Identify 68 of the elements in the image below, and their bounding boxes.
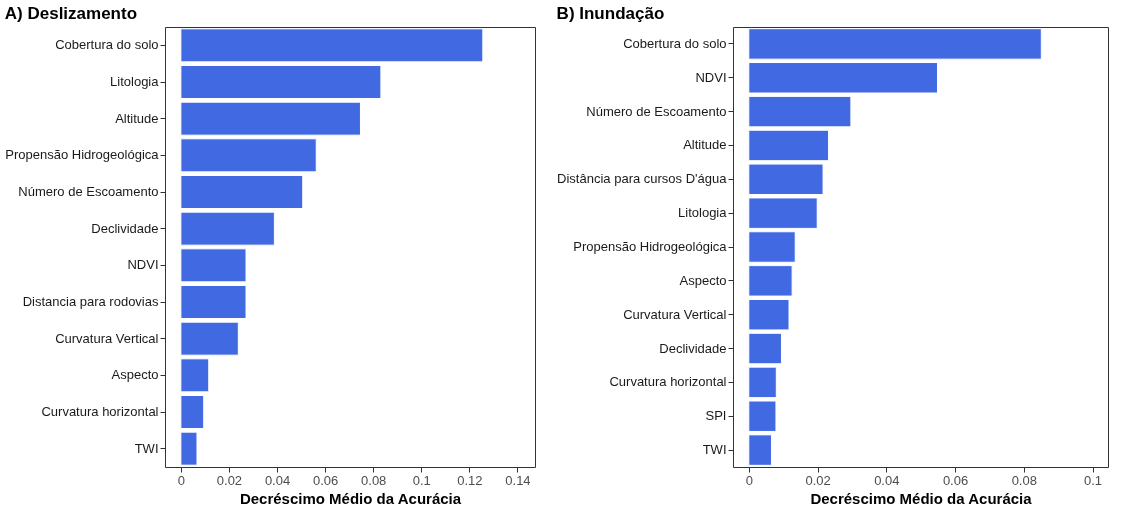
bar — [748, 231, 796, 263]
x-tick-label: 0.06 — [942, 472, 969, 488]
bar — [180, 65, 382, 99]
x-tick-label: 0.02 — [216, 472, 243, 488]
bar — [748, 298, 790, 331]
bar — [748, 28, 1042, 60]
y-tick-label: Cobertura do solo — [623, 35, 727, 51]
x-tick-label: 0.04 — [874, 472, 900, 488]
bar — [180, 395, 205, 429]
x-tick-label: 0 — [745, 472, 753, 488]
y-tick-label: Aspecto — [111, 367, 159, 383]
bar — [180, 175, 304, 209]
bar — [180, 211, 275, 246]
bar — [180, 431, 198, 466]
x-tick-label: 0.1 — [412, 472, 431, 488]
y-tick-label: Distância para cursos D'água — [557, 171, 728, 187]
y-tick-label: Curvatura Vertical — [55, 330, 159, 346]
bar — [180, 358, 210, 393]
x-axis-title: Decréscimo Médio da Acurácia — [810, 489, 1033, 507]
x-tick-label: 0.08 — [361, 472, 387, 488]
bar — [180, 248, 247, 283]
y-tick-label: Curvatura Vertical — [623, 306, 727, 322]
x-tick-label: 0.1 — [1083, 472, 1103, 488]
bar — [748, 197, 818, 229]
y-tick-label: Propensão Hidrogeológica — [573, 239, 728, 254]
bar — [748, 62, 939, 94]
bar — [748, 129, 830, 162]
y-tick-label: NDVI — [695, 69, 727, 85]
y-tick-label: TWI — [134, 440, 159, 456]
bar — [180, 321, 239, 356]
y-tick-label: NDVI — [127, 257, 159, 273]
chart-title: A) Deslizamento — [4, 4, 138, 23]
bar — [748, 265, 793, 297]
bar — [180, 101, 361, 136]
bar — [748, 434, 772, 466]
x-axis-title: Decréscimo Médio da Acurácia — [239, 489, 462, 507]
y-tick-label: Número de Escoamento — [586, 103, 727, 119]
y-tick-label: Aspecto — [679, 272, 727, 288]
y-tick-label: TWI — [702, 442, 727, 458]
y-tick-label: Declividade — [91, 220, 159, 236]
x-tick-label: 0 — [177, 472, 185, 488]
bar — [748, 95, 852, 128]
x-tick-label: 0.04 — [264, 472, 291, 488]
y-tick-label: Distancia para rodovias — [22, 294, 159, 309]
x-tick-label: 0.08 — [1011, 472, 1037, 488]
y-tick-label: Número de Escoamento — [18, 184, 159, 199]
y-tick-label: Declividade — [659, 340, 727, 356]
bar — [748, 163, 824, 196]
y-tick-label: Altitude — [683, 137, 727, 153]
bar — [180, 28, 484, 63]
y-tick-label: Propensão Hidrogeológica — [5, 147, 160, 163]
y-tick-label: SPI — [705, 408, 727, 424]
y-tick-label: Litologia — [678, 205, 728, 221]
y-tick-label: Altitude — [115, 110, 159, 126]
x-tick-label: 0.06 — [312, 472, 339, 488]
chart-title: B) Inundação — [556, 4, 665, 23]
x-tick-label: 0.14 — [505, 472, 531, 488]
bar — [180, 138, 317, 173]
x-tick-label: 0.12 — [457, 472, 483, 488]
y-tick-label: Cobertura do solo — [55, 37, 159, 53]
y-tick-label: Litologia — [110, 74, 160, 89]
x-tick-label: 0.02 — [805, 472, 831, 488]
bar — [180, 285, 247, 319]
y-tick-label: Curvatura horizontal — [41, 404, 159, 419]
y-tick-label: Curvatura horizontal — [609, 374, 727, 390]
bar — [748, 366, 777, 399]
bar — [748, 332, 782, 365]
bar — [748, 400, 777, 432]
